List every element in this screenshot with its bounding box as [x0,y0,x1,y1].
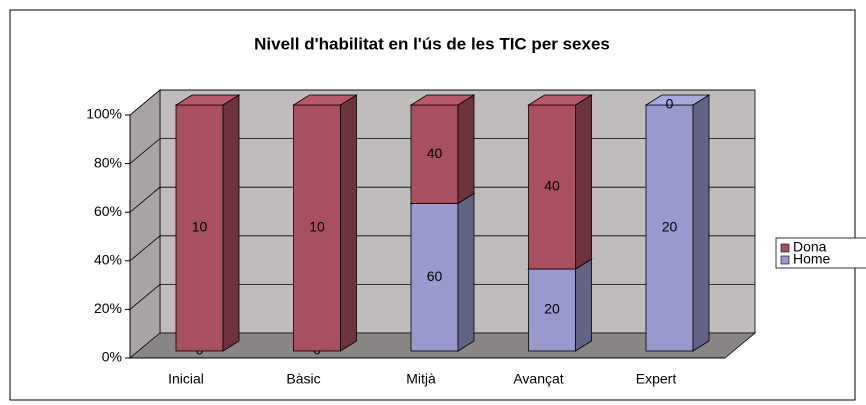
legend-label: Dona [793,239,827,255]
bar-face [410,104,459,204]
bar-face [527,94,593,106]
bar-face [575,94,592,270]
y-tick-label: 60% [94,203,122,219]
chart-title: Nivell d'habilitat en l'ús de les TIC pe… [254,34,610,53]
x-tick-label: Mitjà [406,371,436,387]
bar [174,94,241,352]
data-label: 10 [309,219,325,235]
legend-swatch [780,255,790,265]
data-label: 20 [544,301,560,317]
data-label: 0 [666,96,674,112]
data-label: 20 [662,219,678,235]
bar-face [410,202,459,352]
y-tick-label: 0% [102,349,122,365]
bar-face [645,104,694,352]
bar-face [644,94,711,106]
bar-face [409,94,476,106]
y-tick-label: 40% [94,252,122,268]
bar [644,94,711,352]
legend-swatch [780,243,790,253]
bar [409,94,476,205]
x-tick-label: Expert [636,371,677,387]
bar-face [174,94,241,106]
x-tick-label: Avançat [513,371,563,387]
legend-label: Home [793,251,831,267]
bar [292,94,358,352]
data-label: 40 [544,178,560,194]
bar-face [575,258,592,352]
bar-face [692,94,710,352]
data-label: 10 [192,219,208,235]
side-wall [129,89,161,359]
bar-face [175,104,224,352]
bar-face [457,192,475,352]
bar [527,94,593,270]
bar-face [222,94,240,352]
x-tick-label: Inicial [168,371,204,387]
y-tick-label: 100% [86,106,122,122]
x-tick-label: Bàsic [286,371,320,387]
bar [409,192,476,352]
bar [527,258,593,352]
bar-face [528,268,576,352]
grid-line [129,89,755,116]
bar-face [457,94,475,205]
bar-face [293,104,341,352]
data-label: 40 [427,145,443,161]
y-tick-label: 80% [94,154,122,170]
bar-face [528,104,576,270]
bar-face [292,94,358,106]
y-tick-label: 20% [94,300,122,316]
legend-box [775,237,866,269]
bar-face [340,94,357,352]
data-label: 60 [427,268,443,284]
